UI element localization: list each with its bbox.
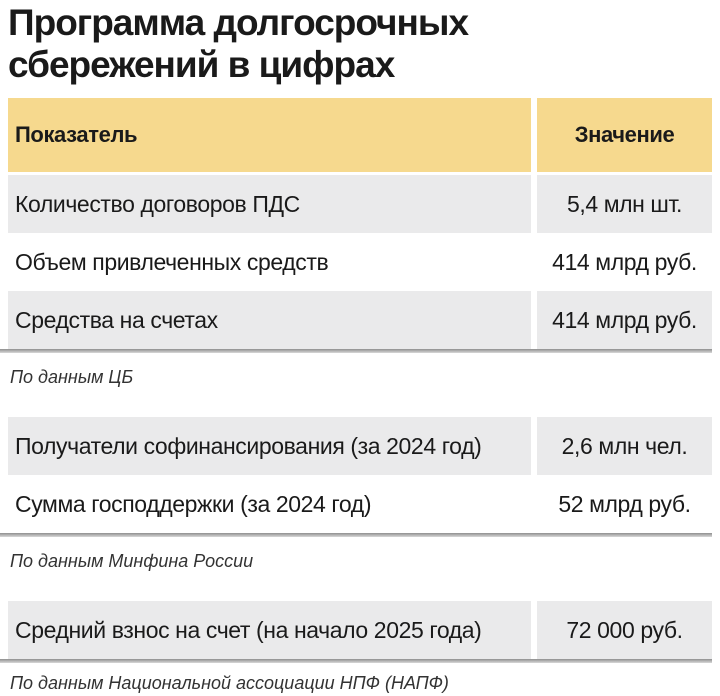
table-row: Средний взнос на счет (на начало 2025 го… bbox=[8, 601, 712, 659]
table-row: Средства на счетах 414 млрд руб. bbox=[8, 291, 712, 349]
section-divider bbox=[0, 349, 712, 353]
column-header-value: Значение bbox=[537, 98, 712, 172]
row-value: 72 000 руб. bbox=[537, 601, 712, 659]
source-note: По данным Минфина России bbox=[10, 551, 254, 571]
row-indicator: Получатели софинансирования (за 2024 год… bbox=[8, 417, 531, 475]
row-value: 2,6 млн чел. bbox=[537, 417, 712, 475]
column-header-indicator: Показатель bbox=[8, 98, 531, 172]
row-value: 414 млрд руб. bbox=[537, 291, 712, 349]
section-divider bbox=[0, 659, 712, 663]
section-divider bbox=[0, 533, 712, 537]
data-table: Показатель Значение Количество договоров… bbox=[0, 98, 712, 694]
row-indicator: Сумма господдержки (за 2024 год) bbox=[15, 490, 372, 517]
table-section-minfin: Получатели софинансирования (за 2024 год… bbox=[0, 417, 712, 572]
table-row: Количество договоров ПДС 5,4 млн шт. bbox=[8, 175, 712, 233]
row-indicator: Средний взнос на счет (на начало 2025 го… bbox=[8, 601, 531, 659]
table-row: Объем привлеченных средств 414 млрд руб. bbox=[8, 233, 712, 291]
table-row: Получатели софинансирования (за 2024 год… bbox=[8, 417, 712, 475]
row-value: 414 млрд руб. bbox=[552, 248, 697, 275]
row-indicator: Объем привлеченных средств bbox=[15, 248, 329, 275]
source-note: По данным Национальной ассоциации НПФ (Н… bbox=[10, 673, 449, 693]
table-section-napf: Средний взнос на счет (на начало 2025 го… bbox=[0, 601, 712, 694]
page-title: Программа долгосрочных сбережений в цифр… bbox=[8, 2, 469, 85]
row-indicator: Количество договоров ПДС bbox=[8, 175, 531, 233]
table-row: Сумма господдержки (за 2024 год) 52 млрд… bbox=[8, 475, 712, 533]
table-section-cb: Количество договоров ПДС 5,4 млн шт. Объ… bbox=[0, 175, 712, 388]
row-value: 52 млрд руб. bbox=[558, 490, 691, 517]
source-note: По данным ЦБ bbox=[10, 367, 134, 387]
row-indicator: Средства на счетах bbox=[8, 291, 531, 349]
table-header-row: Показатель Значение bbox=[8, 98, 712, 172]
row-value: 5,4 млн шт. bbox=[537, 175, 712, 233]
